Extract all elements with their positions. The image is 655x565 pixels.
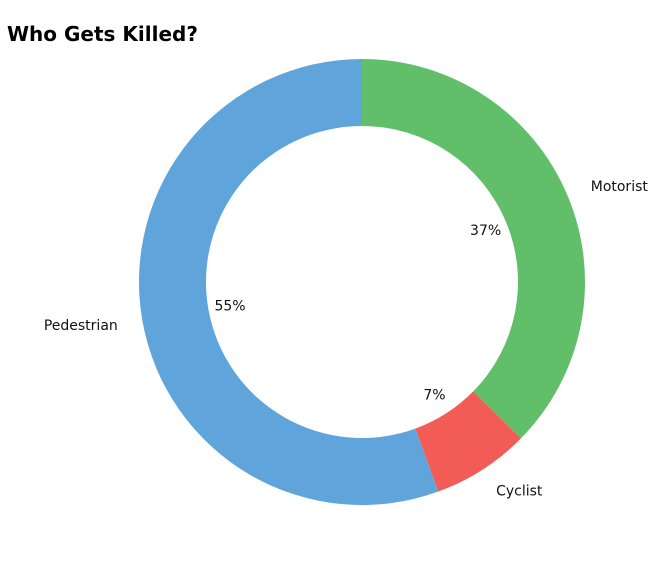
category-label-motorist: Motorist: [591, 179, 649, 195]
pct-label-cyclist: 7%: [423, 388, 445, 404]
category-label-pedestrian: Pedestrian: [44, 318, 118, 334]
chart-title: Who Gets Killed?: [7, 22, 198, 46]
slice-cyclist: [415, 391, 521, 492]
pct-label-motorist: 37%: [470, 223, 501, 239]
slice-pedestrian: [139, 59, 439, 505]
pct-label-pedestrian: 55%: [214, 298, 245, 314]
chart-slices: [139, 59, 585, 505]
chart-labels: 37% Motorist 7% Cyclist 55% Pedestrian: [44, 179, 649, 499]
category-label-cyclist: Cyclist: [496, 484, 543, 500]
slice-motorist: [362, 59, 585, 439]
